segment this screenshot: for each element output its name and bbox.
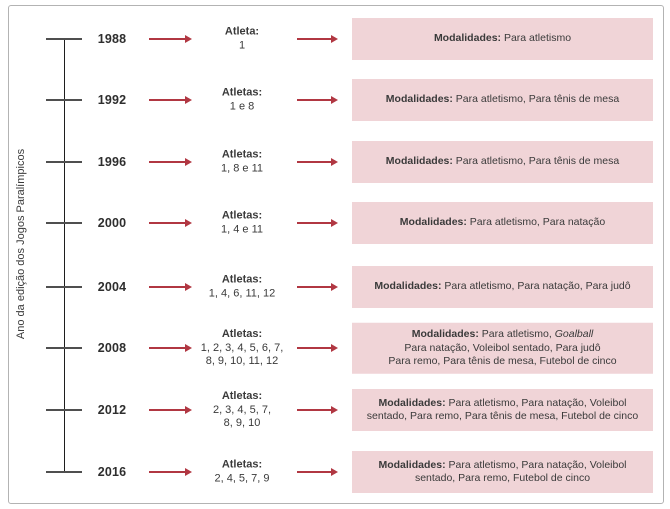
athletes-label: Atletas: 1, 4, 6, 11, 12 [187, 274, 297, 301]
athletes-label: Atletas: 1, 8 e 11 [187, 149, 297, 176]
modalities-title: Modalidades: [385, 93, 453, 106]
arrow-right-icon [297, 222, 331, 224]
year-label: 2004 [97, 280, 127, 294]
athletes-values: 1, 8 e 11 [221, 162, 263, 174]
athletes-title: Atletas: [221, 148, 263, 161]
arrow-right-icon [297, 99, 331, 101]
modalities-box: Modalidades: Para atletismo [352, 18, 653, 60]
arrow-right-icon [149, 409, 185, 411]
arrow-right-icon [297, 471, 331, 473]
arrow-right-icon [149, 161, 185, 163]
year-label: 1992 [97, 93, 127, 107]
modalities-box: Modalidades: Para atletismo, Para tênis … [352, 79, 653, 121]
timeline-tick [46, 99, 82, 101]
arrow-right-icon [149, 286, 185, 288]
arrow-right-icon [297, 409, 331, 411]
athletes-title: Atletas: [221, 327, 263, 340]
athletes-title: Atletas: [221, 86, 263, 99]
athletes-values: 1, 4 e 11 [221, 223, 263, 235]
modalities-title: Modalidades: [433, 32, 502, 45]
arrow-right-icon [149, 471, 185, 473]
year-label: 1996 [97, 155, 127, 169]
athletes-label: Atletas: 1 e 8 [187, 87, 297, 114]
modalities-title: Modalidades: [411, 327, 479, 340]
modalities-title: Modalidades: [378, 396, 446, 409]
arrow-right-icon [297, 286, 331, 288]
modalities-title: Modalidades: [385, 155, 453, 168]
athletes-label: Atleta: 1 [187, 26, 297, 53]
modalities-title: Modalidades: [374, 280, 442, 293]
modalities-title: Modalidades: [399, 216, 467, 229]
athletes-values: 2, 3, 4, 5, 7, 8, 9, 10 [212, 403, 272, 429]
timeline-tick [46, 471, 82, 473]
timeline-tick [46, 161, 82, 163]
diagram-border [8, 5, 664, 504]
modalities-box: Modalidades: Para atletismo, Para nataçã… [352, 266, 653, 308]
athletes-values: 1 [238, 39, 246, 51]
modalities-title: Modalidades: [378, 458, 446, 471]
year-label: 2016 [97, 465, 127, 479]
year-label: 2012 [97, 403, 127, 417]
athletes-label: Atletas: 2, 4, 5, 7, 9 [187, 459, 297, 486]
arrow-right-icon [149, 38, 185, 40]
modalities-box: Modalidades: Para atletismo, Goalball Par… [352, 322, 653, 374]
modalities-box: Modalidades: Para atletismo, Para nataçã… [352, 389, 653, 431]
athletes-values: 1, 4, 6, 11, 12 [208, 287, 276, 299]
year-label: 2000 [97, 216, 127, 230]
arrow-right-icon [149, 347, 185, 349]
axis-label: Ano da edição dos Jogos Paralímpicos [15, 148, 27, 340]
arrow-right-icon [297, 161, 331, 163]
modalities-box: Modalidades: Para atletismo, Para tênis … [352, 141, 653, 183]
athletes-values: 2, 4, 5, 7, 9 [214, 472, 270, 484]
athletes-title: Atleta: [224, 25, 260, 38]
athletes-values: 1 e 8 [229, 100, 255, 112]
athletes-label: Atletas: 1, 2, 3, 4, 5, 6, 7, 8, 9, 10, 1… [187, 328, 297, 369]
timeline-tick [46, 222, 82, 224]
timeline-axis [63, 39, 65, 472]
arrow-right-icon [149, 222, 185, 224]
timeline-tick [46, 409, 82, 411]
timeline-tick [46, 38, 82, 40]
athletes-title: Atletas: [221, 458, 263, 471]
modalities-box: Modalidades: Para atletismo, Para nataçã… [352, 451, 653, 493]
athletes-values: 1, 2, 3, 4, 5, 6, 7, 8, 9, 10, 11, 12 [200, 341, 284, 367]
arrow-right-icon [297, 347, 331, 349]
year-label: 1988 [97, 32, 127, 46]
athletes-title: Atletas: [221, 389, 263, 402]
modalities-box: Modalidades: Para atletismo, Para nataçã… [352, 202, 653, 244]
athletes-title: Atletas: [221, 209, 263, 222]
timeline-tick [46, 286, 82, 288]
timeline-tick [46, 347, 82, 349]
year-label: 2008 [97, 341, 127, 355]
athletes-title: Atletas: [221, 273, 263, 286]
athletes-label: Atletas: 2, 3, 4, 5, 7, 8, 9, 10 [187, 390, 297, 431]
athletes-label: Atletas: 1, 4 e 11 [187, 210, 297, 237]
arrow-right-icon [297, 38, 331, 40]
arrow-right-icon [149, 99, 185, 101]
